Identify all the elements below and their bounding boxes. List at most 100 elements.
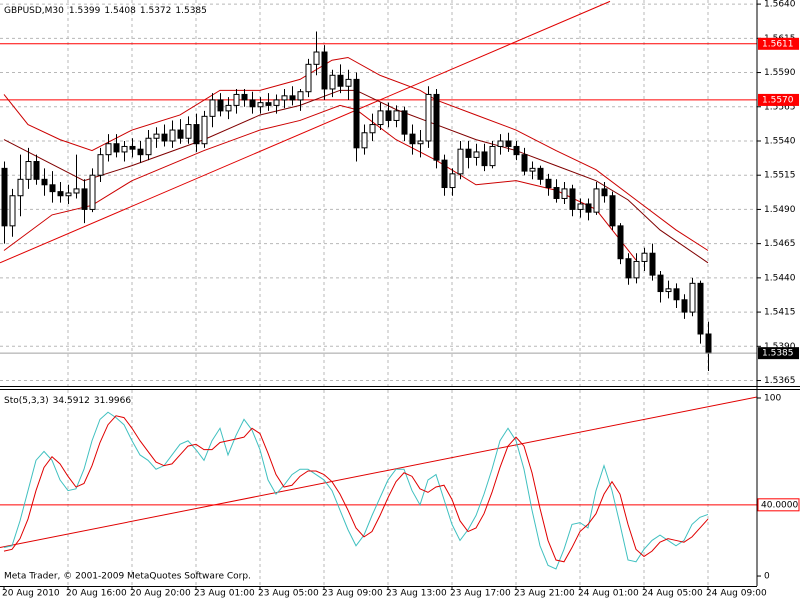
candle-body — [561, 188, 568, 199]
candle-body — [625, 258, 632, 279]
candle-body — [457, 148, 464, 175]
candle-body — [273, 99, 280, 106]
symbol: GBPUSD,M30 — [4, 6, 64, 16]
candle-body — [241, 93, 248, 101]
candle-body — [409, 133, 416, 145]
candle-body — [121, 145, 128, 153]
y-tick-label: 1.5390 — [764, 342, 796, 352]
candle-body — [345, 78, 352, 87]
x-tick-label: 20 Aug 16:00 — [66, 589, 127, 599]
price-header: GBPUSD,M30 1.5399 1.5408 1.5372 1.5385 — [4, 6, 207, 16]
y-tick-label: 1.5490 — [764, 205, 796, 215]
candle-body — [161, 133, 168, 142]
candle-body — [393, 110, 400, 121]
y-tick-label: 1.5540 — [764, 136, 796, 146]
level-label-box — [758, 37, 799, 50]
candle-body — [617, 225, 624, 260]
candle-body — [185, 124, 192, 139]
candle-body — [25, 161, 32, 180]
candle-body — [281, 95, 288, 101]
stochastic-panel — [0, 390, 757, 586]
price-panel — [0, 0, 757, 386]
level-label: 40.0000 — [761, 500, 798, 510]
candle-body — [697, 282, 704, 335]
candle-body — [521, 154, 528, 172]
candle-body — [337, 74, 344, 87]
candle-body — [49, 184, 56, 193]
indicator-line — [3, 411, 709, 570]
candle-body — [97, 154, 104, 176]
x-tick-label: 23 Aug 17:00 — [450, 589, 511, 599]
candle-body — [369, 124, 376, 134]
indicator-title: Sto(5,3,3) — [4, 396, 49, 406]
x-tick-label: 24 Aug 01:00 — [578, 589, 639, 599]
x-tick-label: 23 Aug 09:00 — [322, 589, 383, 599]
candle-body — [433, 93, 440, 161]
candle-body — [689, 282, 696, 313]
candle-body — [137, 148, 144, 156]
candle-body — [537, 167, 544, 180]
candle-body — [249, 99, 256, 108]
candle-body — [41, 178, 48, 186]
high-value: 1.5408 — [104, 6, 136, 16]
x-tick-label: 24 Aug 05:00 — [642, 589, 703, 599]
candle-body — [321, 51, 328, 90]
x-tick-label: 20 Aug 20:00 — [130, 589, 191, 599]
footer: Meta Trader, © 2001-2009 MetaQuotes Soft… — [4, 572, 251, 582]
candle-body — [705, 333, 712, 354]
main-value: 34.5912 — [53, 396, 90, 406]
current-price-box — [758, 347, 799, 360]
level-label: 1.5570 — [762, 95, 794, 105]
candle-body — [417, 140, 424, 145]
candle-body — [681, 299, 688, 313]
candle-body — [425, 93, 432, 142]
candle-body — [297, 91, 304, 101]
candle-body — [657, 274, 664, 293]
y-tick-label: 1.5415 — [764, 308, 796, 318]
candle-body — [305, 63, 312, 93]
y-tick-label: 1.5640 — [764, 0, 796, 10]
candle-body — [1, 167, 8, 227]
candle-body — [89, 174, 96, 210]
trendline — [0, 0, 611, 264]
level-label-box — [758, 93, 799, 106]
candle-body — [153, 133, 160, 139]
candle-body — [601, 188, 608, 197]
indicator-line — [3, 415, 709, 563]
candle-body — [361, 132, 368, 149]
candle-body — [377, 110, 384, 126]
candle-body — [505, 140, 512, 147]
candle-body — [473, 151, 480, 158]
x-tick-label: 23 Aug 05:00 — [258, 589, 319, 599]
candle-body — [449, 173, 456, 189]
candle-body — [641, 252, 648, 262]
candle-body — [545, 178, 552, 189]
candle-body — [81, 188, 88, 210]
candle-body — [129, 145, 136, 150]
candle-body — [209, 99, 216, 117]
x-tick-label: 23 Aug 21:00 — [514, 589, 575, 599]
candle-body — [225, 104, 232, 112]
candle-body — [465, 148, 472, 158]
open-value: 1.5399 — [69, 6, 101, 16]
y-tick-label: 1.5565 — [764, 102, 796, 112]
candle-body — [57, 191, 64, 197]
y-tick-label: 1.5440 — [764, 273, 796, 283]
candle-body — [17, 178, 24, 197]
candle-body — [257, 102, 264, 108]
signal-value: 31.9966 — [94, 396, 131, 406]
candle-body — [113, 143, 120, 153]
trendline — [0, 396, 757, 549]
level-label: 1.5611 — [762, 39, 794, 49]
candle-body — [329, 74, 336, 90]
candle-body — [177, 129, 184, 139]
candle-body — [385, 110, 392, 121]
y-tick-label: 1.5515 — [764, 171, 796, 181]
candle-body — [649, 252, 656, 276]
close-value: 1.5385 — [175, 6, 207, 16]
candle-body — [217, 99, 224, 112]
y-tick-label: 100 — [764, 394, 781, 404]
candle-body — [353, 78, 360, 149]
candle-body — [145, 137, 152, 156]
candle-body — [233, 93, 240, 106]
